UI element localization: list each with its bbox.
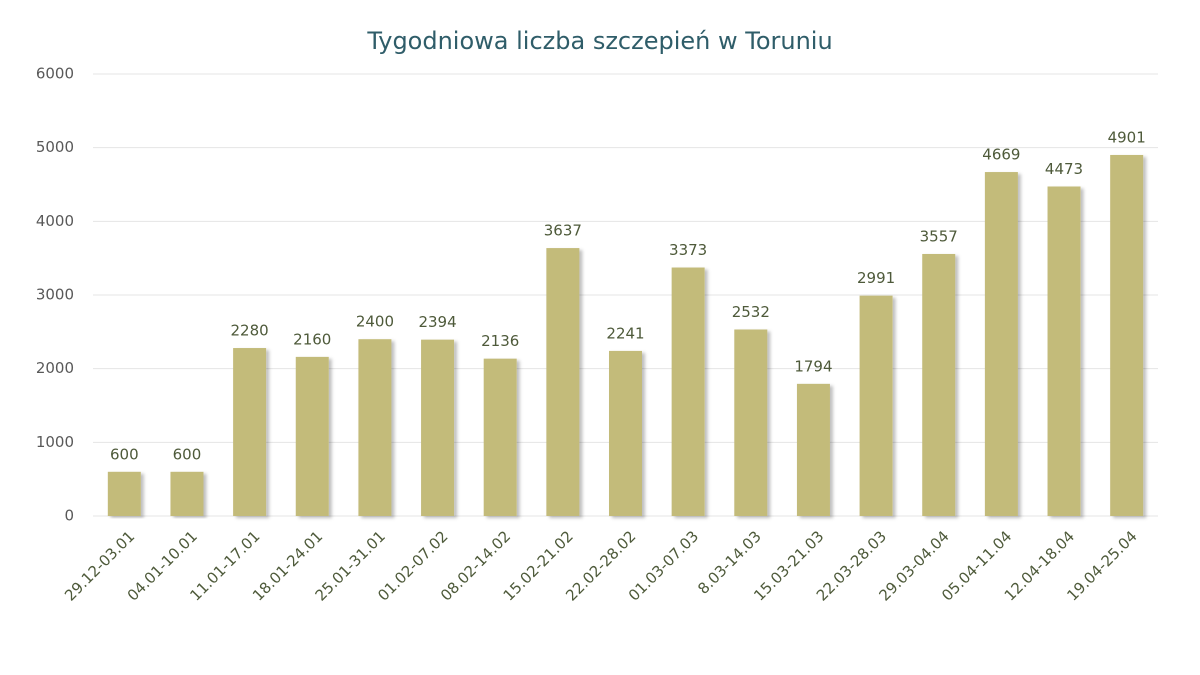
data-label: 2241: [606, 324, 644, 342]
bar: [170, 471, 204, 516]
data-label: 3373: [669, 241, 707, 259]
bar: [1110, 154, 1144, 517]
data-label: 2280: [231, 322, 269, 340]
data-label: 2136: [481, 332, 519, 350]
y-tick-label: 3000: [36, 286, 74, 304]
bar: [295, 356, 329, 516]
bar: [922, 253, 956, 517]
y-tick-label: 4000: [36, 212, 74, 230]
data-label: 2532: [732, 303, 770, 321]
data-label: 600: [110, 445, 139, 463]
data-label: 4901: [1108, 128, 1146, 146]
bar: [483, 358, 517, 516]
bar: [734, 329, 768, 516]
bar: [107, 471, 141, 516]
y-tick-label: 2000: [36, 359, 74, 377]
data-label: 2400: [356, 313, 394, 331]
data-label: 1794: [794, 357, 832, 375]
y-tick-label: 5000: [36, 138, 74, 156]
bar: [859, 295, 893, 516]
bar: [233, 348, 267, 516]
bar: [984, 172, 1018, 516]
bar: [671, 267, 705, 516]
data-label: 4473: [1045, 160, 1083, 178]
bar: [796, 383, 830, 516]
data-label: 600: [173, 445, 202, 463]
chart-title: Tygodniowa liczba szczepień w Toruniu: [366, 27, 832, 55]
y-tick-label: 1000: [36, 433, 74, 451]
data-label: 2394: [418, 313, 456, 331]
bar: [609, 350, 642, 516]
bar: [546, 248, 580, 516]
bar: [1047, 186, 1081, 516]
bar: [358, 339, 392, 516]
bar: [421, 339, 455, 516]
data-label: 4669: [982, 146, 1020, 164]
data-label: 2991: [857, 269, 895, 287]
y-tick-label: 0: [64, 507, 74, 525]
data-label: 3557: [920, 227, 958, 245]
data-label: 2160: [293, 330, 331, 348]
y-tick-label: 6000: [36, 65, 74, 83]
data-label: 3637: [544, 222, 582, 240]
